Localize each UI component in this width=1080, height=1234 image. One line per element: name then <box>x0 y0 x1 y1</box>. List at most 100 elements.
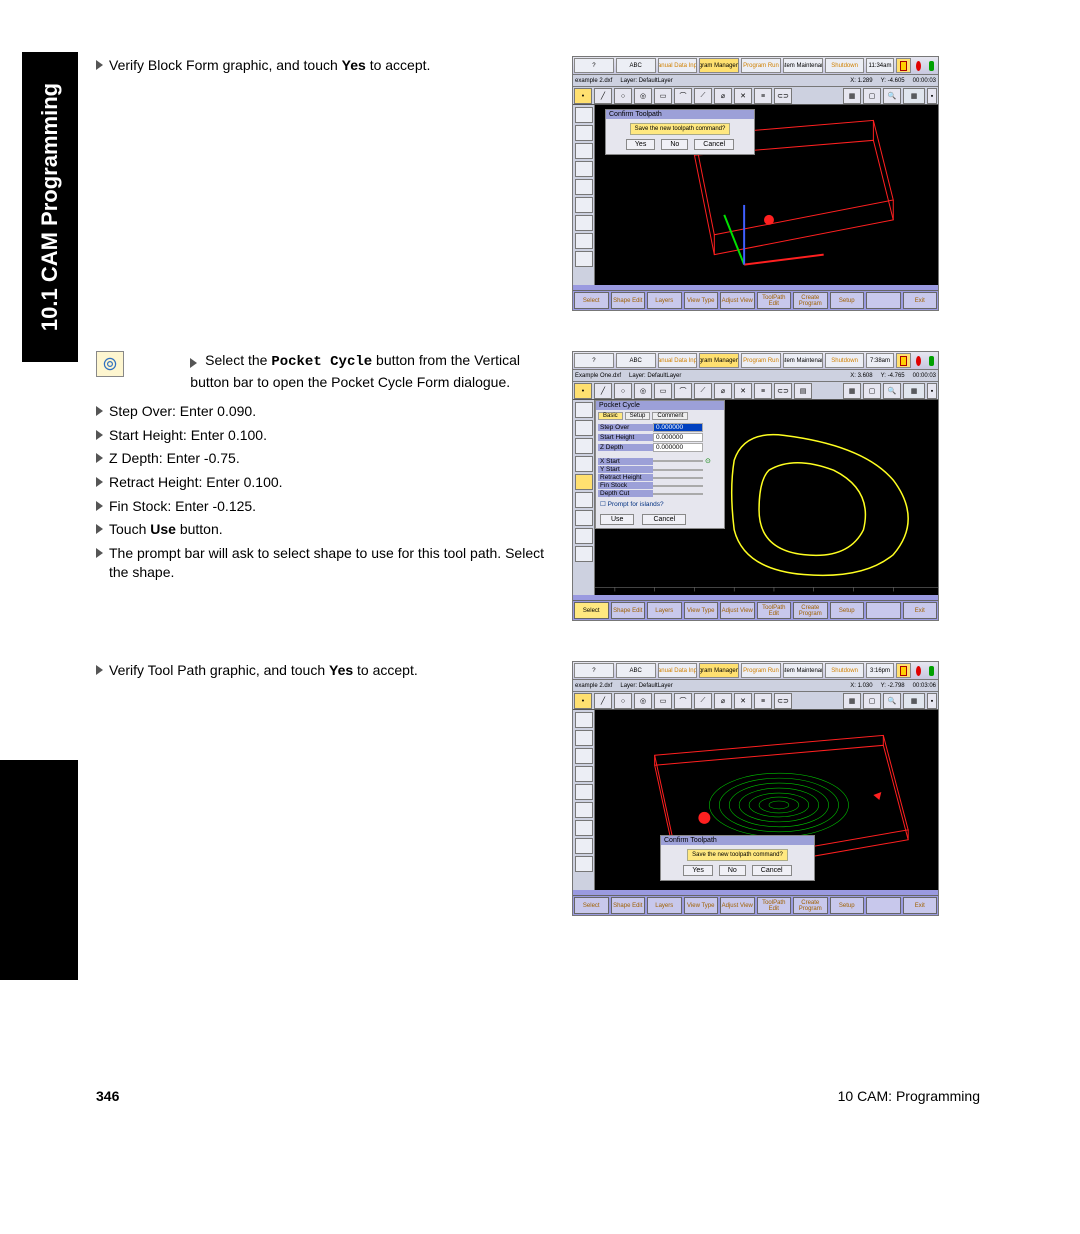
bb-create-program[interactable]: Create Program <box>793 602 828 619</box>
use-button[interactable]: Use <box>600 514 634 525</box>
side-rect2-icon[interactable] <box>575 161 593 177</box>
tool-circle-icon[interactable]: ○ <box>614 383 632 399</box>
manual-data-button[interactable]: Manual Data Input <box>658 663 698 678</box>
bb-select[interactable]: Select <box>574 897 609 914</box>
side-misc-icon[interactable] <box>575 510 593 526</box>
tool-arc-icon[interactable]: ⌒ <box>674 383 692 399</box>
side-pocket2-icon[interactable] <box>575 492 593 508</box>
dialog-no-button[interactable]: No <box>661 139 688 150</box>
dialog-cancel-button[interactable]: Cancel <box>694 139 734 150</box>
tool-rect-icon[interactable]: ▭ <box>654 693 672 709</box>
system-maint-button[interactable]: System Maintenance <box>783 58 823 73</box>
grid-icon[interactable]: ▦ <box>903 383 925 399</box>
tool-poly-icon[interactable]: ⟋ <box>694 88 712 104</box>
side-dim-icon[interactable] <box>575 233 593 249</box>
bb-setup[interactable]: Setup <box>830 292 865 309</box>
side-dim-icon[interactable] <box>575 528 593 544</box>
tool-delete-icon[interactable]: ✕ <box>734 88 752 104</box>
bb-setup[interactable]: Setup <box>830 897 865 914</box>
stop-indicator[interactable] <box>896 58 912 73</box>
tool-delete-icon[interactable]: ✕ <box>734 383 752 399</box>
view-front-icon[interactable]: ▢ <box>863 383 881 399</box>
tool-point-icon[interactable]: • <box>574 383 592 399</box>
shutdown-button[interactable]: Shutdown <box>825 663 865 678</box>
bb-blank[interactable] <box>866 292 901 309</box>
help-button[interactable]: ? <box>574 663 614 678</box>
tab-basic[interactable]: Basic <box>598 412 623 420</box>
side-pencil-icon[interactable] <box>575 107 593 123</box>
side-rect3-icon[interactable] <box>575 820 593 836</box>
manual-data-button[interactable]: Manual Data Input <box>658 353 698 368</box>
side-dim-icon[interactable] <box>575 838 593 854</box>
zoom-icon[interactable]: 🔍 <box>883 88 901 104</box>
tool-list-icon[interactable]: ≡ <box>754 88 772 104</box>
tool-link-icon[interactable]: ⊂⊃ <box>774 88 792 104</box>
tab-comment[interactable]: Comment <box>652 412 688 420</box>
bb-layers[interactable]: Layers <box>647 897 682 914</box>
grid-icon[interactable]: ▦ <box>903 88 925 104</box>
tool-list-icon[interactable]: ≡ <box>754 693 772 709</box>
side-rect2-icon[interactable] <box>575 766 593 782</box>
bb-exit[interactable]: Exit <box>903 602 938 619</box>
dialog-no-button[interactable]: No <box>719 865 746 876</box>
tool-circle-icon[interactable]: ○ <box>614 88 632 104</box>
help-button[interactable]: ? <box>574 58 614 73</box>
tool-arc-icon[interactable]: ⌒ <box>674 88 692 104</box>
bb-adjust-view[interactable]: Adjust View <box>720 897 755 914</box>
cancel-button[interactable]: Cancel <box>642 514 686 525</box>
side-layer-icon[interactable] <box>575 125 593 141</box>
side-pocket1-icon[interactable] <box>575 784 593 800</box>
shutdown-button[interactable]: Shutdown <box>825 353 865 368</box>
program-run-button[interactable]: Program Run <box>741 663 781 678</box>
side-settings-icon[interactable] <box>575 546 593 562</box>
stop-indicator[interactable] <box>896 663 912 678</box>
input-start-height[interactable]: 0.000000 <box>653 433 703 442</box>
expand-icon[interactable]: ▪ <box>927 88 937 104</box>
system-maint-button[interactable]: System Maintenance <box>783 353 823 368</box>
side-pocket1-icon[interactable] <box>575 179 593 195</box>
tool-link-icon[interactable]: ⊂⊃ <box>774 693 792 709</box>
view-iso-icon[interactable]: ▦ <box>843 88 861 104</box>
bb-select[interactable]: Select <box>574 292 609 309</box>
manual-data-button[interactable]: Manual Data Input <box>658 58 698 73</box>
canvas-2d[interactable]: Pocket Cycle Basic Setup Comment Step Ov… <box>595 400 938 595</box>
abc-button[interactable]: ABC <box>616 663 656 678</box>
side-pencil-icon[interactable] <box>575 402 593 418</box>
view-iso-icon[interactable]: ▦ <box>843 383 861 399</box>
bb-view-type[interactable]: View Type <box>684 602 719 619</box>
grid-icon[interactable]: ▦ <box>903 693 925 709</box>
help-button[interactable]: ? <box>574 353 614 368</box>
side-rect1-icon[interactable] <box>575 748 593 764</box>
abc-button[interactable]: ABC <box>616 58 656 73</box>
zoom-icon[interactable]: 🔍 <box>883 383 901 399</box>
tool-line-icon[interactable]: ╱ <box>594 88 612 104</box>
dialog-cancel-button[interactable]: Cancel <box>752 865 792 876</box>
input-xstart[interactable] <box>653 460 703 462</box>
tool-poly-icon[interactable]: ⟋ <box>694 693 712 709</box>
side-rect-icon[interactable] <box>575 456 593 472</box>
bb-shape-edit[interactable]: Shape Edit <box>611 292 646 309</box>
prompt-islands[interactable]: ☐ Prompt for islands? <box>600 500 720 508</box>
bb-layers[interactable]: Layers <box>647 292 682 309</box>
side-grid-icon[interactable] <box>575 438 593 454</box>
bb-create-program[interactable]: Create Program <box>793 897 828 914</box>
input-stepover[interactable]: 0.000000 <box>653 423 703 432</box>
tool-delete-icon[interactable]: ✕ <box>734 693 752 709</box>
side-pocket2-icon[interactable] <box>575 197 593 213</box>
expand-icon[interactable]: ▪ <box>927 693 937 709</box>
tool-point-icon[interactable]: • <box>574 693 592 709</box>
bb-exit[interactable]: Exit <box>903 292 938 309</box>
tool-ellipse-icon[interactable]: ◎ <box>634 383 652 399</box>
bb-create-program[interactable]: Create Program <box>793 292 828 309</box>
bb-layers[interactable]: Layers <box>647 602 682 619</box>
side-settings-icon[interactable] <box>575 251 593 267</box>
expand-icon[interactable]: ▪ <box>927 383 937 399</box>
tool-link-icon[interactable]: ⊂⊃ <box>774 383 792 399</box>
bb-exit[interactable]: Exit <box>903 897 938 914</box>
bb-toolpath-edit[interactable]: ToolPath Edit <box>757 602 792 619</box>
tool-list-icon[interactable]: ≡ <box>754 383 772 399</box>
side-pencil-icon[interactable] <box>575 712 593 728</box>
shutdown-button[interactable]: Shutdown <box>825 58 865 73</box>
bb-adjust-view[interactable]: Adjust View <box>720 602 755 619</box>
side-pocket2-icon[interactable] <box>575 802 593 818</box>
